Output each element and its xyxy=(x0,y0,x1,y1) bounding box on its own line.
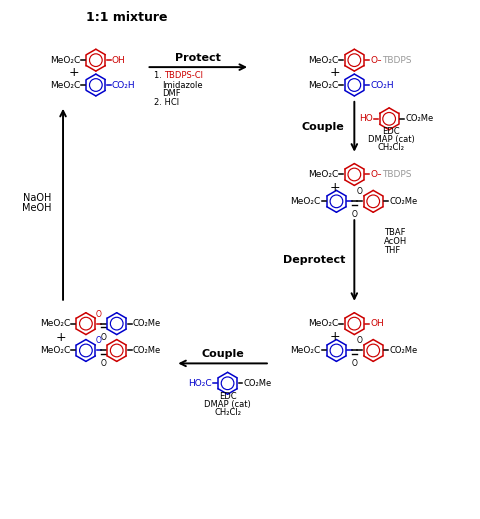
Text: HO: HO xyxy=(360,114,373,124)
Text: O: O xyxy=(100,333,106,342)
Text: TBDPS-Cl: TBDPS-Cl xyxy=(165,71,204,79)
Text: 2. HCl: 2. HCl xyxy=(155,99,180,107)
Text: Deprotect: Deprotect xyxy=(283,255,346,266)
Text: O: O xyxy=(352,210,358,220)
Text: NaOH: NaOH xyxy=(23,194,51,203)
Text: +: + xyxy=(69,65,79,78)
Text: MeOH: MeOH xyxy=(22,203,51,213)
Text: MeO₂C: MeO₂C xyxy=(40,346,70,355)
Text: DMAP (cat): DMAP (cat) xyxy=(204,400,251,408)
Text: OH: OH xyxy=(370,319,384,328)
Text: MeO₂C: MeO₂C xyxy=(290,346,321,355)
Text: CO₂Me: CO₂Me xyxy=(389,346,418,355)
Text: MeO₂C: MeO₂C xyxy=(290,197,321,206)
Text: Imidazole: Imidazole xyxy=(162,80,203,89)
Text: +: + xyxy=(329,181,340,194)
Text: CO₂Me: CO₂Me xyxy=(132,346,161,355)
Text: MeO₂C: MeO₂C xyxy=(308,170,338,179)
Text: MeO₂C: MeO₂C xyxy=(40,319,70,328)
Text: O–: O– xyxy=(370,170,382,179)
Text: O: O xyxy=(96,336,102,346)
Text: MeO₂C: MeO₂C xyxy=(50,56,80,65)
Text: THF: THF xyxy=(384,245,400,254)
Text: Couple: Couple xyxy=(201,349,244,360)
Text: DMF: DMF xyxy=(162,89,181,99)
Text: +: + xyxy=(56,331,66,344)
Text: CO₂H: CO₂H xyxy=(370,80,394,89)
Text: AcOH: AcOH xyxy=(384,237,408,245)
Text: MeO₂C: MeO₂C xyxy=(308,319,338,328)
Text: TBAF: TBAF xyxy=(384,228,406,237)
Text: EDC: EDC xyxy=(382,127,400,136)
Text: 1:1 mixture: 1:1 mixture xyxy=(86,11,168,24)
Text: O: O xyxy=(352,360,358,368)
Text: O: O xyxy=(357,336,363,346)
Text: CO₂Me: CO₂Me xyxy=(132,319,161,328)
Text: TBDPS: TBDPS xyxy=(382,170,412,179)
Text: MeO₂C: MeO₂C xyxy=(308,80,338,89)
Text: CH₂Cl₂: CH₂Cl₂ xyxy=(378,143,405,152)
Text: MeO₂C: MeO₂C xyxy=(308,56,338,65)
Text: CO₂H: CO₂H xyxy=(112,80,135,89)
Text: Protect: Protect xyxy=(175,53,221,63)
Text: O: O xyxy=(96,310,102,319)
Text: DMAP (cat): DMAP (cat) xyxy=(368,135,415,144)
Text: 1.: 1. xyxy=(155,71,165,79)
Text: HO₂C: HO₂C xyxy=(188,379,212,388)
Text: CH₂Cl₂: CH₂Cl₂ xyxy=(214,407,241,417)
Text: CO₂Me: CO₂Me xyxy=(405,114,433,124)
Text: O: O xyxy=(357,187,363,196)
Text: TBDPS: TBDPS xyxy=(382,56,412,65)
Text: CO₂Me: CO₂Me xyxy=(389,197,418,206)
Text: MeO₂C: MeO₂C xyxy=(50,80,80,89)
Text: +: + xyxy=(329,330,340,343)
Text: Couple: Couple xyxy=(301,122,344,132)
Text: O: O xyxy=(100,360,106,368)
Text: EDC: EDC xyxy=(219,392,236,401)
Text: +: + xyxy=(329,65,340,78)
Text: O–: O– xyxy=(370,56,382,65)
Text: OH: OH xyxy=(112,56,125,65)
Text: CO₂Me: CO₂Me xyxy=(243,379,272,388)
